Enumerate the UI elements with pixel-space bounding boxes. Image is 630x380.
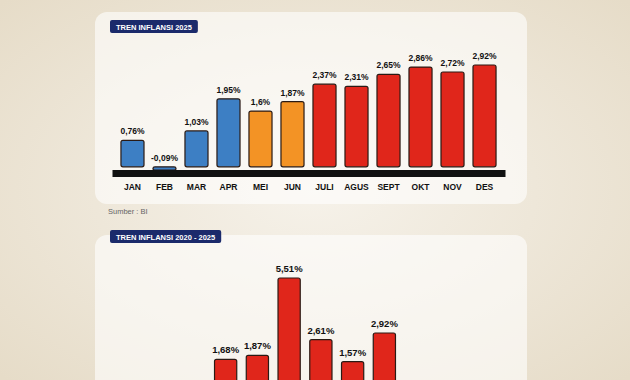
canvas: TREN INFLANSI 2025 JAN FEB MAR APR MEI JUN JULI… bbox=[0, 0, 630, 380]
data-label: 1,68% bbox=[212, 344, 239, 355]
bar bbox=[377, 74, 400, 166]
tick: NOV bbox=[443, 182, 462, 192]
data-label: 2,72% bbox=[440, 58, 465, 68]
data-label: 2,65% bbox=[376, 60, 401, 70]
bar bbox=[373, 333, 395, 380]
tick: MEI bbox=[253, 182, 268, 192]
title-badge: TREN INFLANSI 2025 bbox=[110, 20, 198, 33]
bar bbox=[441, 72, 464, 167]
data-label: 5,51% bbox=[276, 263, 303, 274]
tick-label: MEI bbox=[253, 182, 268, 192]
data-label: 2,92% bbox=[371, 318, 398, 329]
tick-label: JUN bbox=[284, 182, 301, 192]
bar bbox=[215, 359, 237, 380]
bar bbox=[278, 278, 300, 380]
data-label: 2,61% bbox=[307, 325, 334, 336]
tick-label: APR bbox=[220, 182, 238, 192]
tick: FEB bbox=[156, 182, 173, 192]
bar bbox=[342, 362, 364, 380]
title-badge: TREN INFLANSI 2020 - 2025 bbox=[110, 230, 221, 243]
data-label: 1,03% bbox=[184, 117, 209, 127]
tick: JUN bbox=[284, 182, 301, 192]
data-label: 2,92% bbox=[472, 51, 497, 61]
data-labels: 1,68% 1,87% 5,51% 2,61% 1,57% 2,92% bbox=[212, 263, 398, 358]
bar bbox=[249, 111, 272, 167]
card bbox=[95, 12, 527, 204]
tick-label: AGUS bbox=[344, 182, 369, 192]
tick: AGUS bbox=[344, 182, 369, 192]
title-badge-bg bbox=[110, 20, 198, 33]
tick-label: JULI bbox=[315, 182, 333, 192]
tick-label: DES bbox=[476, 182, 494, 192]
tick: SEPT bbox=[377, 182, 400, 192]
data-label: -0,09% bbox=[151, 153, 178, 163]
bars bbox=[121, 65, 496, 170]
data-label: 2,37% bbox=[312, 70, 337, 80]
bar bbox=[473, 65, 496, 167]
data-label: 2,86% bbox=[408, 53, 433, 63]
title: TREN INFLANSI 2025 bbox=[116, 23, 192, 32]
data-label: 1,87% bbox=[280, 88, 305, 98]
title-badge-bg bbox=[110, 230, 221, 243]
bar bbox=[185, 131, 208, 167]
x-axis-line bbox=[113, 170, 506, 177]
tick: APR bbox=[220, 182, 238, 192]
data-labels: 0,76% -0,09% 1,03% 1,95% 1,6% 1,87% 2,37% 2,31%… bbox=[120, 51, 497, 163]
x-axis: JAN FEB MAR APR MEI JUN JULI AGUS SEPT OKT NOV DES bbox=[113, 174, 506, 193]
bar bbox=[310, 340, 332, 380]
tick: JAN bbox=[124, 182, 141, 192]
tick-label: OKT bbox=[412, 182, 431, 192]
tick: JULI bbox=[315, 182, 333, 192]
data-label: 1,57% bbox=[339, 347, 366, 358]
bar bbox=[313, 84, 336, 167]
tick-label: NOV bbox=[443, 182, 462, 192]
chart: TREN INFLANSI 2025 JAN FEB MAR APR MEI JUN JULI… bbox=[95, 12, 527, 216]
tick-label: JAN bbox=[124, 182, 141, 192]
tick-label: FEB bbox=[156, 182, 173, 192]
tick-label: MAR bbox=[187, 182, 206, 192]
tick: DES bbox=[476, 182, 494, 192]
bars bbox=[215, 278, 396, 380]
tick-label: SEPT bbox=[377, 182, 400, 192]
bar bbox=[409, 67, 432, 167]
bar bbox=[281, 102, 304, 167]
bar bbox=[121, 140, 144, 167]
data-label: 1,6% bbox=[251, 97, 271, 107]
card bbox=[95, 235, 527, 380]
source: Sumber : BI bbox=[108, 207, 148, 216]
data-label: 1,87% bbox=[244, 340, 271, 351]
bar bbox=[345, 86, 368, 167]
tick: MAR bbox=[187, 182, 206, 192]
data-label: 1,95% bbox=[216, 85, 241, 95]
bar bbox=[217, 99, 240, 167]
bar bbox=[246, 355, 268, 380]
data-label: 0,76% bbox=[120, 126, 145, 136]
title: TREN INFLANSI 2020 - 2025 bbox=[116, 233, 215, 242]
bar bbox=[153, 167, 176, 170]
data-label: 2,31% bbox=[344, 72, 369, 82]
tick: OKT bbox=[412, 182, 431, 192]
chart: TREN INFLANSI 2020 - 2025 1,68% 1,87% 5,51%… bbox=[95, 230, 527, 380]
